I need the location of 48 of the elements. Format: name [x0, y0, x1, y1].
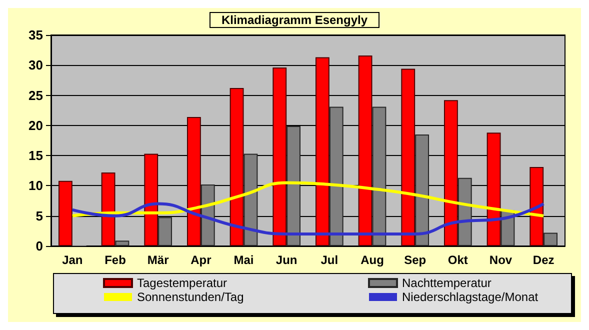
x-tick-label: Mai — [234, 253, 254, 267]
legend-label: Sonnenstunden/Tag — [137, 290, 244, 304]
x-tick-label: Jul — [320, 253, 338, 267]
y-tick-label: 0 — [36, 238, 43, 254]
bar — [286, 126, 301, 246]
line-series — [70, 181, 546, 218]
bar — [101, 172, 116, 246]
x-tick-label: Mär — [147, 253, 170, 267]
x-tick-label: Okt — [448, 253, 468, 267]
y-tick-label: 35 — [28, 28, 43, 42]
bar — [486, 132, 501, 246]
x-tick-label: Aug — [360, 253, 384, 267]
legend-label: Nachttemperatur — [402, 276, 492, 290]
bar — [315, 57, 330, 246]
bar — [401, 68, 416, 246]
x-tick-label: Jan — [62, 253, 83, 267]
legend-label: Tagestemperatur — [137, 276, 228, 290]
y-tick-label: 10 — [28, 178, 43, 194]
bar — [230, 88, 244, 246]
legend-label: Niederschlagstage/Monat — [402, 290, 539, 304]
x-tick-label: Sep — [404, 253, 426, 267]
bar — [158, 217, 172, 246]
bar — [244, 154, 258, 246]
bar — [186, 116, 201, 246]
x-tick-label: Feb — [104, 253, 126, 267]
x-tick-label: Nov — [489, 253, 512, 267]
bar — [415, 134, 430, 246]
y-tick-label: 15 — [28, 148, 43, 164]
bar — [58, 180, 72, 246]
bar — [458, 178, 472, 246]
y-tick-label: 30 — [28, 58, 43, 73]
chart-title: Klimadiagramm Esengyly — [221, 13, 368, 27]
bar — [115, 240, 130, 246]
line-series — [70, 202, 546, 236]
bar — [544, 232, 558, 246]
bar — [329, 106, 344, 246]
bar — [358, 55, 372, 246]
y-tick-label: 25 — [28, 88, 43, 103]
y-tick-label: 5 — [36, 208, 43, 224]
y-tick-label: 20 — [28, 118, 43, 133]
bar — [444, 100, 458, 246]
x-tick-label: Dez — [532, 253, 554, 267]
x-tick-label: Apr — [190, 253, 212, 267]
x-tick-label: Jun — [276, 253, 298, 267]
bar — [272, 68, 287, 246]
bar — [144, 154, 158, 246]
bar — [530, 167, 544, 246]
bar — [372, 106, 386, 246]
